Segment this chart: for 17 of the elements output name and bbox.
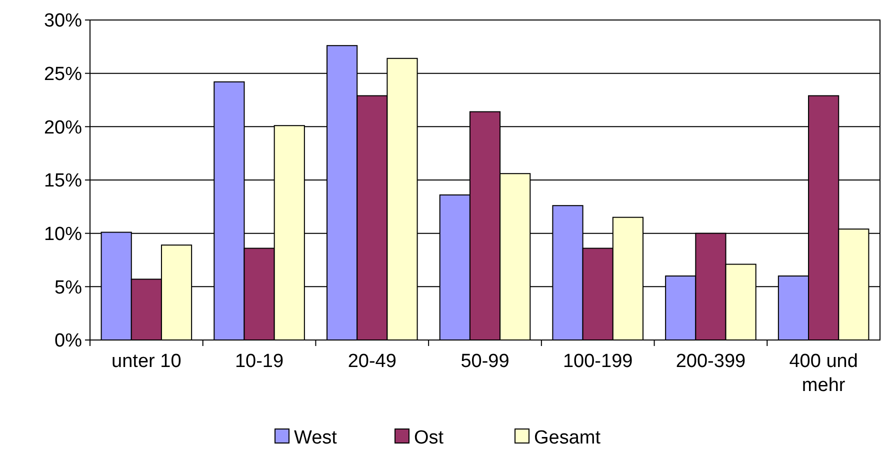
x-tick-label: unter 10 <box>112 351 182 372</box>
y-tick-label: 15% <box>44 170 82 192</box>
y-tick-label: 10% <box>44 224 82 245</box>
y-tick-label: 20% <box>44 117 82 138</box>
x-tick-label: 400 und mehr <box>789 351 858 396</box>
x-tick-label: 20-49 <box>348 351 396 372</box>
x-tick-label: 10-19 <box>234 351 284 372</box>
y-tick-label: 0% <box>54 330 82 352</box>
y-tick-label: 30% <box>44 10 82 32</box>
x-tick-label: 50-99 <box>460 351 510 372</box>
y-tick-label: 5% <box>54 277 82 298</box>
legend-label: Gesamt <box>534 428 602 449</box>
x-tick-label: 100-199 <box>562 351 633 372</box>
legend-label: Ost <box>414 428 444 449</box>
legend-label: West <box>294 428 338 449</box>
x-tick-label: 200-399 <box>676 351 746 372</box>
y-tick-label: 25% <box>44 64 82 85</box>
